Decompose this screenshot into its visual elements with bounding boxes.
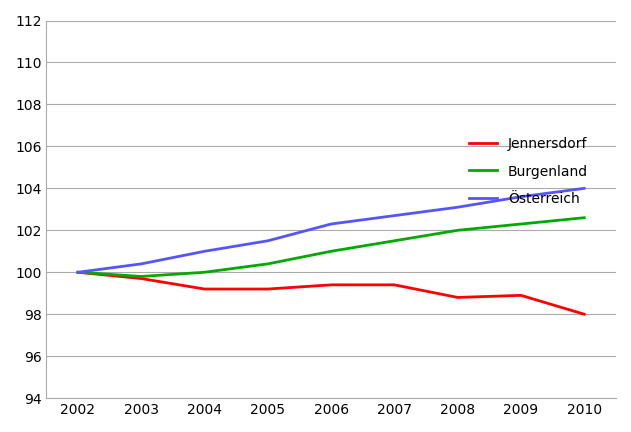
Burgenland <box>391 238 398 243</box>
Jennersdorf <box>581 311 588 317</box>
Burgenland <box>327 249 335 254</box>
Burgenland <box>201 270 208 275</box>
Jennersdorf <box>327 282 335 287</box>
Jennersdorf <box>454 295 461 300</box>
Österreich <box>454 205 461 210</box>
Burgenland <box>138 274 145 279</box>
Österreich <box>327 222 335 227</box>
Burgenland <box>581 215 588 220</box>
Burgenland <box>517 222 525 227</box>
Jennersdorf <box>264 286 271 292</box>
Österreich <box>391 213 398 218</box>
Jennersdorf <box>391 282 398 287</box>
Line: Jennersdorf: Jennersdorf <box>78 272 584 314</box>
Jennersdorf <box>74 270 82 275</box>
Österreich <box>74 270 82 275</box>
Burgenland <box>74 270 82 275</box>
Österreich <box>581 186 588 191</box>
Line: Österreich: Österreich <box>78 188 584 272</box>
Österreich <box>201 249 208 254</box>
Legend: Jennersdorf, Burgenland, Österreich: Jennersdorf, Burgenland, Österreich <box>463 131 594 212</box>
Jennersdorf <box>517 293 525 298</box>
Line: Burgenland: Burgenland <box>78 218 584 276</box>
Burgenland <box>264 261 271 267</box>
Jennersdorf <box>201 286 208 292</box>
Österreich <box>138 261 145 267</box>
Österreich <box>264 238 271 243</box>
Burgenland <box>454 228 461 233</box>
Jennersdorf <box>138 276 145 281</box>
Österreich <box>517 194 525 199</box>
